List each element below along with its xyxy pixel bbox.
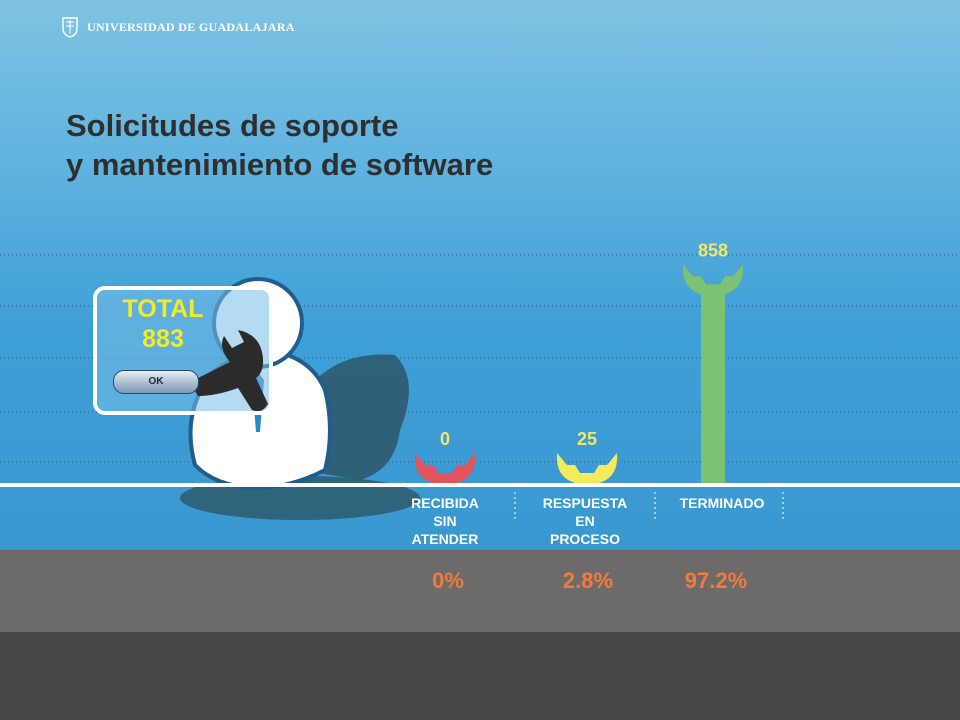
university-seal-icon <box>62 17 78 38</box>
bar-wrench-recibida <box>414 453 476 483</box>
total-label: TOTAL <box>122 295 204 323</box>
bar-wrench-respuesta <box>556 453 618 483</box>
footer-band <box>0 632 960 720</box>
total-value: 883 <box>142 325 184 353</box>
ok-button[interactable]: OK <box>113 370 199 394</box>
category-label-respuesta: RESPUESTA EN PROCESO <box>542 495 628 547</box>
value-label-recibida: 0 <box>440 429 450 449</box>
total-display: TOTAL 883 <box>100 294 226 354</box>
percent-band <box>0 550 960 632</box>
percent-terminado: 97.2% <box>684 568 748 593</box>
header: Universidad de Guadalajara <box>62 16 295 38</box>
page-title: Solicitudes de soporte y mantenimiento d… <box>66 106 493 184</box>
category-label-recibida: RECIBIDA SIN ATENDER <box>411 495 479 547</box>
chart-canvas: 0 25 858 <box>0 240 960 522</box>
bar-shaft-terminado <box>701 290 725 483</box>
percent-recibida: 0% <box>432 568 464 593</box>
bar-series: 0 25 858 <box>414 240 744 483</box>
percent-respuesta: 2.8% <box>562 568 614 593</box>
wrench-icon <box>190 330 268 412</box>
value-label-respuesta: 25 <box>577 429 597 449</box>
title-line-1: Solicitudes de soporte <box>66 108 399 143</box>
category-label-terminado: TERMINADO <box>679 495 765 511</box>
bar-wrench-terminado <box>682 264 744 295</box>
slide-background: Universidad de Guadalajara Solicitudes d… <box>0 0 960 550</box>
value-label-terminado: 858 <box>698 240 728 260</box>
university-name: Universidad de Guadalajara <box>87 19 295 34</box>
title-line-2: y mantenimiento de software <box>66 147 494 182</box>
